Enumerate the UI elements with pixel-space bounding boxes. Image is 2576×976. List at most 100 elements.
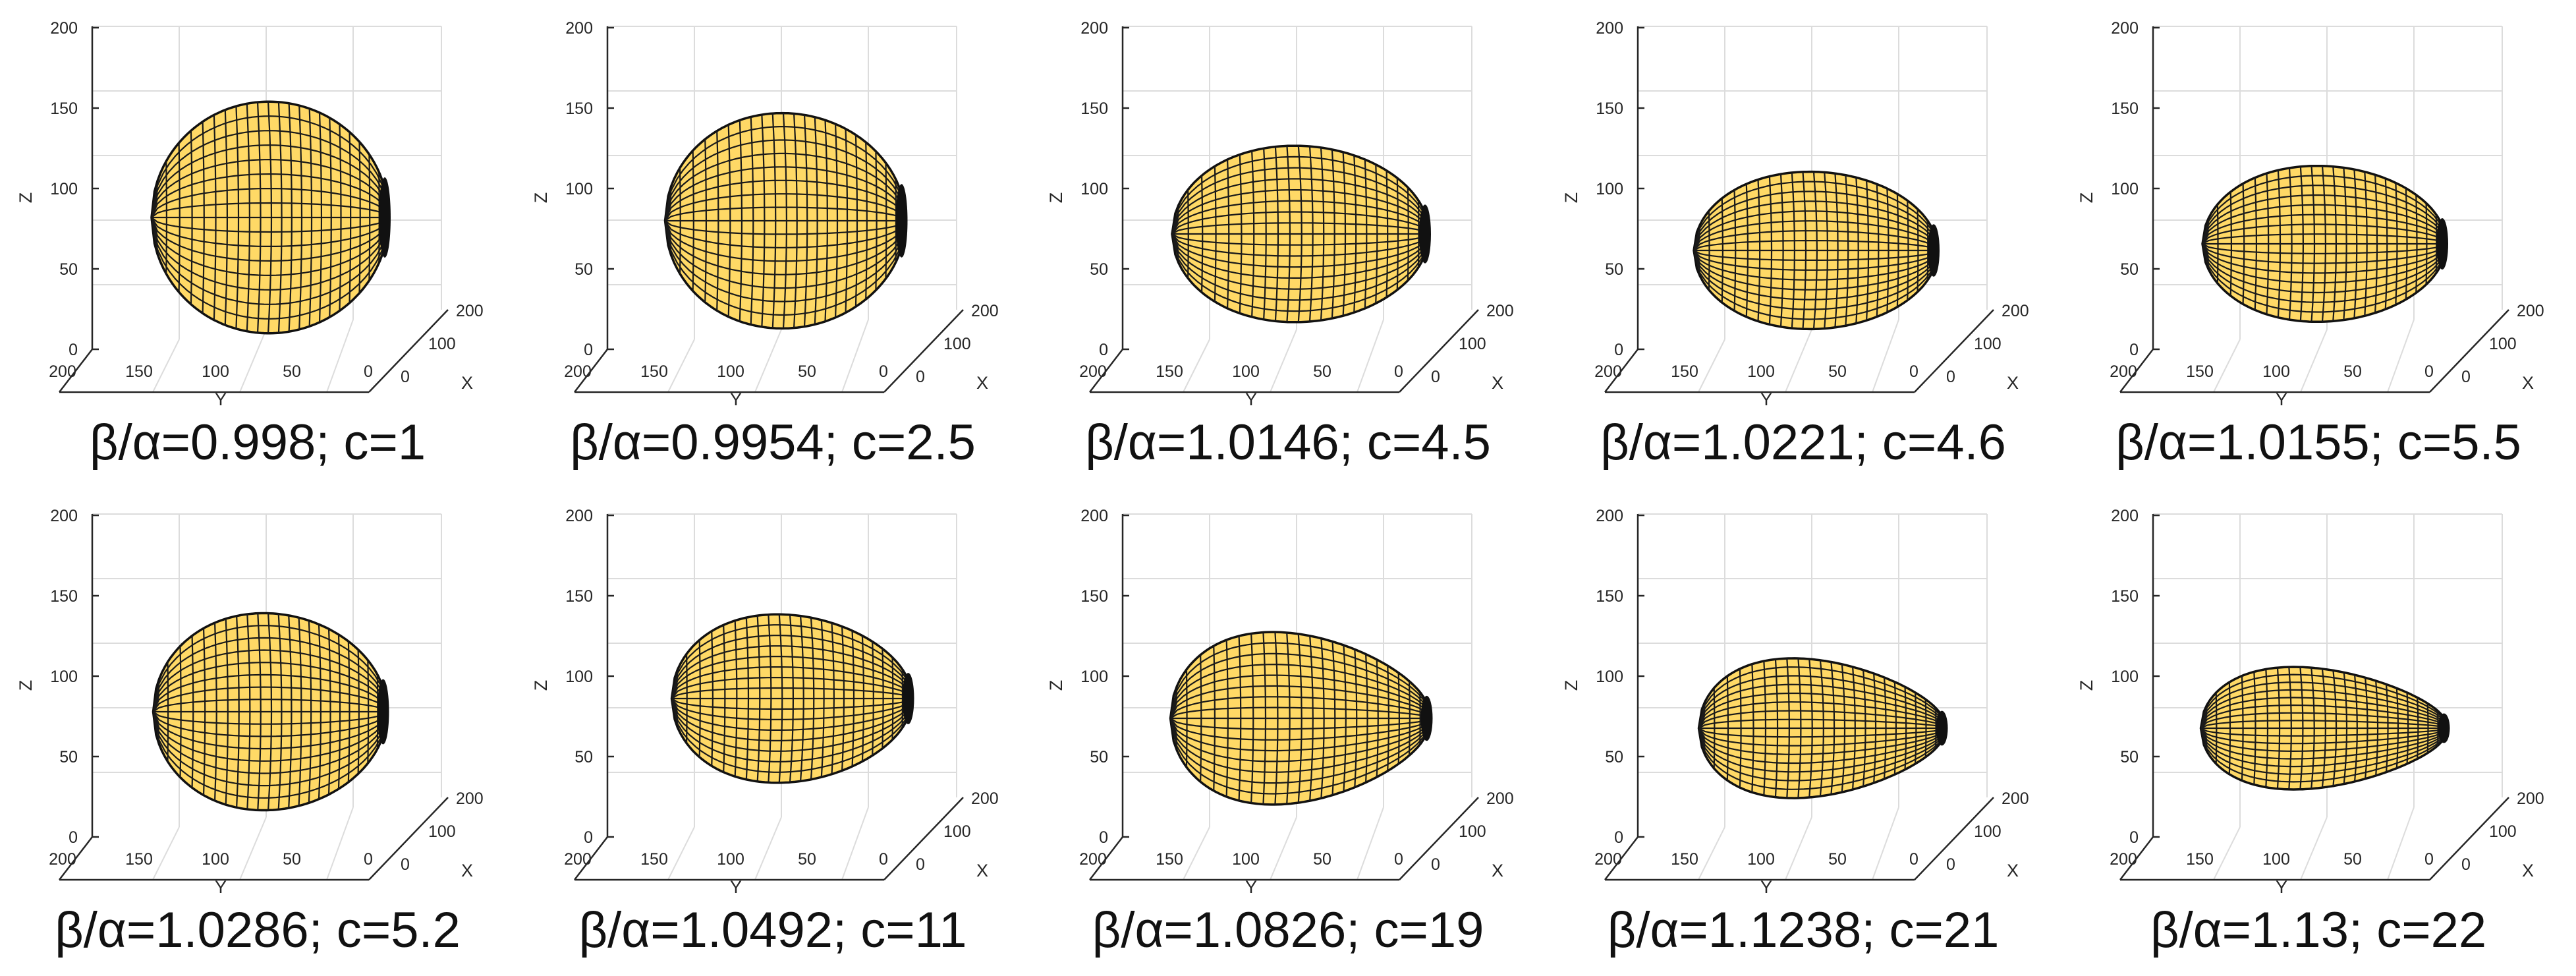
z-axis-label: Z [1561,192,1581,204]
z-tick-label: 50 [574,748,593,766]
z-tick-label: 0 [1614,341,1623,359]
x-axis-line [2429,309,2509,393]
egg-surface [2199,666,2450,791]
y-tick-label: 50 [1828,850,1847,869]
panel-caption: β/α=0.998; c=1 [89,415,426,471]
x-tick-label: 100 [2489,822,2517,841]
panel-caption: β/α=0.9954; c=2.5 [570,415,976,471]
z-tick-label: 50 [59,748,78,766]
x-axis-line [1399,309,1479,393]
z-tick-label: 200 [1080,19,1108,38]
z-axis-label: Z [16,680,36,691]
z-tick-label: 50 [1605,748,1623,766]
y-axis-label: Y [215,389,227,409]
z-tick-label: 0 [1099,828,1108,847]
x-tick-label: 200 [1486,789,1514,808]
y-axis-label: Y [730,389,742,409]
y-tick-label: 0 [364,850,373,869]
x-axis-label: X [461,861,473,880]
z-tick-label: 150 [1080,587,1108,606]
tip-cap [1936,710,1948,746]
egg-surface [663,111,908,330]
surface-mesh [665,113,906,329]
y-tick-label: 150 [640,362,668,381]
y-tick-label: 0 [2424,362,2434,381]
x-axis-line [883,309,964,393]
x-tick-label: 200 [2002,789,2029,808]
x-axis-label: X [2522,373,2534,393]
y-tick-label: 200 [1594,362,1622,381]
x-axis-line [1399,797,1479,880]
z-tick-label: 150 [50,100,78,118]
tip-cap [1419,204,1431,264]
x-axis-label: X [2007,373,2019,393]
x-tick-label: 0 [1431,855,1440,874]
x-axis-label: X [976,373,988,393]
z-tick-label: 150 [1596,100,1623,118]
z-tick-label: 50 [1090,260,1108,279]
y-tick-label: 50 [1313,362,1331,381]
x-axis-label: X [461,373,473,393]
y-tick-label: 200 [49,850,76,869]
z-tick-label: 100 [50,668,78,686]
x-axis-label: X [2522,861,2534,880]
z-axis-label: Z [2077,680,2096,691]
tip-cap [895,184,908,258]
z-tick-label: 100 [1596,180,1623,198]
y-tick-label: 0 [2424,850,2434,869]
z-tick-label: 100 [2111,668,2139,686]
y-tick-label: 100 [2262,850,2290,869]
surface-mesh [1172,146,1429,322]
surface-mesh [671,614,912,783]
y-tick-label: 200 [564,362,592,381]
z-tick-label: 0 [2129,341,2139,359]
z-tick-label: 0 [1099,341,1108,359]
panel-caption: β/α=1.0492; c=11 [578,902,967,958]
x-axis-line [1914,309,1994,393]
y-tick-label: 0 [1394,850,1403,869]
y-tick-label: 150 [1671,362,1698,381]
x-tick-label: 200 [971,789,999,808]
x-tick-label: 100 [943,822,971,841]
z-tick-label: 200 [565,507,593,525]
y-tick-label: 200 [1594,850,1622,869]
egg-surface [670,613,914,784]
z-tick-label: 100 [1080,180,1108,198]
y-tick-label: 200 [564,850,592,869]
panel-caption: β/α=1.1238; c=21 [1607,902,2000,958]
x-tick-label: 0 [401,368,410,386]
y-tick-label: 200 [49,362,76,381]
x-tick-label: 0 [2461,368,2471,386]
z-tick-label: 150 [2111,587,2139,606]
x-axis-line [2429,797,2509,880]
panel-caption: β/α=1.0146; c=4.5 [1085,415,1491,471]
z-tick-label: 200 [1596,507,1623,525]
z-axis-label: Z [1046,680,1066,691]
z-tick-label: 50 [1090,748,1108,766]
x-tick-label: 0 [916,368,925,386]
egg-surface [152,612,389,812]
y-tick-label: 50 [798,362,816,381]
y-tick-label: 100 [1747,850,1775,869]
z-tick-label: 150 [50,587,78,606]
tip-cap [377,679,389,745]
y-tick-label: 150 [2186,850,2214,869]
surface-mesh [1698,658,1946,799]
y-tick-label: 0 [1909,362,1918,381]
y-tick-label: 0 [879,362,888,381]
z-tick-label: 0 [1614,828,1623,847]
x-tick-label: 200 [456,789,484,808]
y-tick-label: 100 [202,362,229,381]
